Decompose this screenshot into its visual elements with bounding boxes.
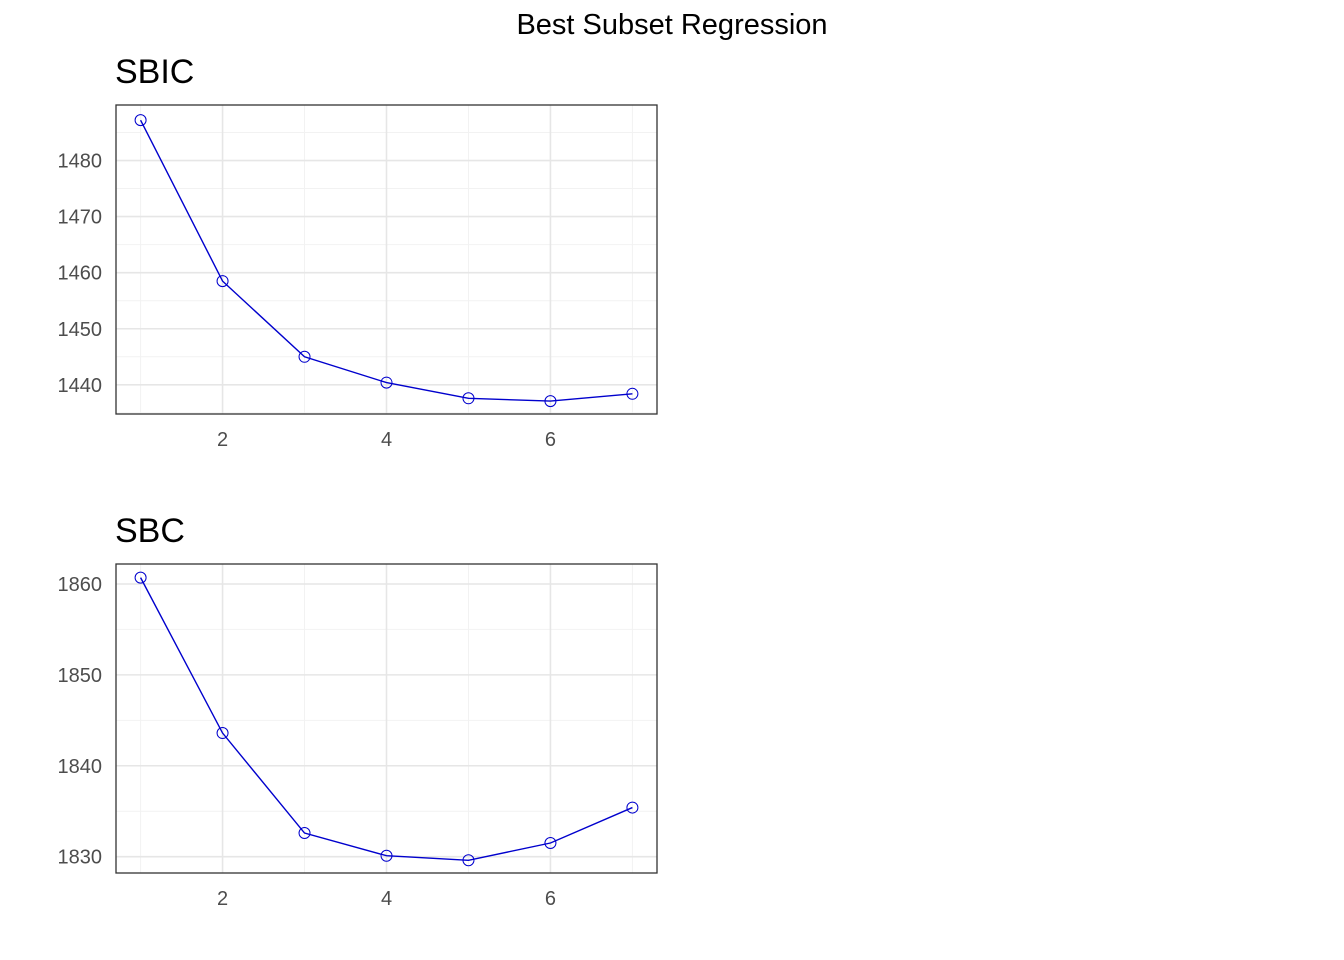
data-point	[462, 392, 475, 405]
series-line-sbic	[139, 119, 633, 402]
y-tick-label: 1830	[58, 847, 103, 869]
panel-border	[115, 104, 658, 415]
figure-title: Best Subset Regression	[516, 9, 827, 41]
data-point	[380, 849, 393, 862]
data-point	[626, 387, 639, 400]
data-point	[298, 350, 311, 363]
y-tick-label: 1480	[58, 151, 103, 173]
panel-border	[115, 563, 658, 874]
y-tick-label: 1470	[58, 207, 103, 229]
panel-sbc: SBC 2 4 6 1830 1840 1850 1860	[58, 512, 658, 910]
data-point	[380, 376, 393, 389]
data-point	[134, 571, 147, 584]
x-tick-label: 4	[381, 429, 392, 451]
data-point	[216, 727, 229, 740]
data-point	[134, 114, 147, 127]
y-tick-label: 1460	[58, 263, 103, 285]
y-tick-label: 1840	[58, 756, 103, 778]
y-tick-label: 1440	[58, 375, 103, 397]
y-tick-label: 1860	[58, 574, 103, 596]
data-point	[544, 395, 557, 408]
panel-sbic: SBIC 2 4 6 1440 1450 1460 1470 1480	[58, 53, 658, 451]
y-tick-label: 1450	[58, 319, 103, 341]
x-tick-label: 6	[545, 429, 556, 451]
data-point	[544, 837, 557, 850]
data-point	[298, 827, 311, 840]
data-point	[462, 854, 475, 867]
x-tick-label: 6	[545, 888, 556, 910]
y-tick-label: 1850	[58, 665, 103, 687]
series-line-sbc	[139, 577, 633, 861]
data-point	[216, 275, 229, 288]
x-tick-label: 2	[217, 888, 228, 910]
x-tick-label: 4	[381, 888, 392, 910]
data-point	[626, 801, 639, 814]
panel-title-sbic: SBIC	[115, 53, 194, 91]
x-tick-label: 2	[217, 429, 228, 451]
panel-title-sbc: SBC	[115, 512, 185, 550]
